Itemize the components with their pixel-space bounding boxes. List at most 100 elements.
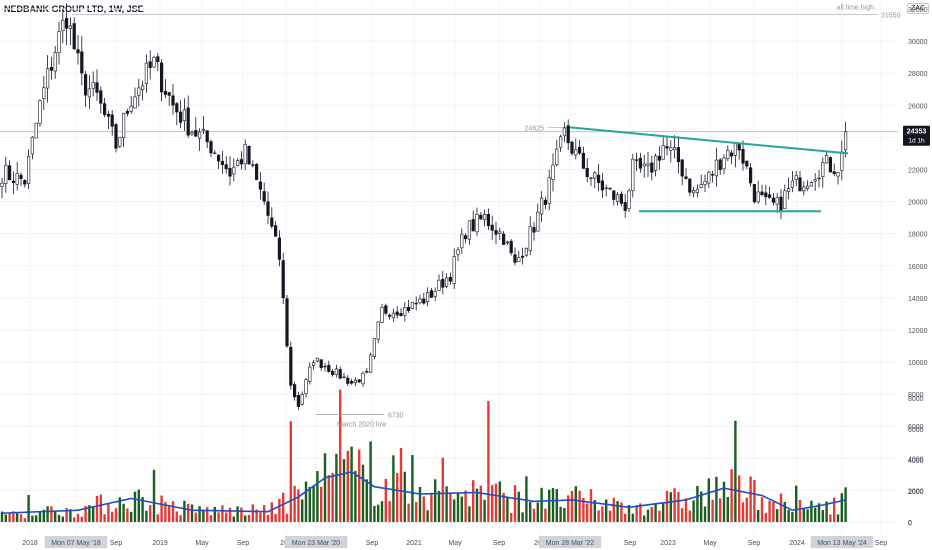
volume-bar xyxy=(624,513,627,522)
candle-body xyxy=(228,167,232,177)
candle-body xyxy=(372,338,377,357)
candle-body xyxy=(217,154,221,162)
candle-body xyxy=(30,136,35,155)
volume-bar xyxy=(156,514,159,522)
volume-bar xyxy=(217,512,220,522)
volume-bar xyxy=(692,500,695,522)
volume-bar xyxy=(798,500,802,522)
candle-body xyxy=(141,85,145,90)
candle-body xyxy=(258,181,263,190)
volume-bar xyxy=(795,485,798,522)
volume-bar xyxy=(844,487,847,522)
candle-body xyxy=(232,166,236,175)
volume-bar xyxy=(593,500,596,522)
volume-bar xyxy=(342,459,346,522)
candle-body xyxy=(669,147,673,151)
price-axis[interactable]: 0 2000 4000 6000 8000 10000 12000 14000 16000 180… xyxy=(903,7,930,528)
volume-bar xyxy=(168,505,171,522)
volume-bar xyxy=(456,492,460,522)
volume-bar xyxy=(179,515,182,522)
candle-body xyxy=(91,82,95,89)
candle-body xyxy=(444,277,449,287)
volume-bar xyxy=(323,453,327,522)
candle-body xyxy=(524,247,528,256)
candle-body xyxy=(201,128,206,131)
volume-bar xyxy=(95,495,99,522)
price-tick-label: 20000 xyxy=(908,200,928,207)
candle-body xyxy=(555,148,559,165)
volume-bar xyxy=(825,501,828,522)
candle-body xyxy=(414,302,418,305)
volume-bar xyxy=(681,508,684,522)
candle-body xyxy=(646,163,650,166)
candle-body xyxy=(399,312,403,317)
volume-bar xyxy=(0,511,4,522)
volume-moving-average xyxy=(1,471,846,514)
volume-bar xyxy=(719,498,722,522)
volume-bar xyxy=(164,501,167,522)
volume-bar xyxy=(513,485,517,522)
volume-bar xyxy=(57,514,61,522)
candle-body xyxy=(760,191,764,196)
volume-bar xyxy=(665,490,669,522)
candle-body xyxy=(194,130,198,137)
price-tick-label: 4000 xyxy=(908,456,924,463)
volume-bar xyxy=(779,493,783,522)
volume-bar xyxy=(673,488,676,522)
date-tag xyxy=(810,536,874,548)
volume-bar xyxy=(703,506,707,522)
volume-bar xyxy=(270,502,273,522)
candle-body xyxy=(657,155,661,161)
volume-bar xyxy=(202,509,205,522)
candle-body xyxy=(775,197,779,205)
volume-bar xyxy=(171,501,175,522)
volume-bar xyxy=(392,455,395,522)
volume-bar xyxy=(236,506,239,522)
volume-bar xyxy=(73,517,76,522)
candle-body xyxy=(334,368,339,375)
candle-body xyxy=(289,346,293,386)
candle-body xyxy=(566,125,570,144)
candle-body xyxy=(292,384,297,398)
volume-bar xyxy=(194,512,197,522)
price-tick-label: 8000 xyxy=(908,392,924,399)
volume-bar xyxy=(532,508,536,522)
volume-bar xyxy=(130,511,133,522)
volume-bar xyxy=(80,516,83,522)
volume-bar xyxy=(350,446,353,522)
volume-bar xyxy=(206,507,209,522)
volume-bar xyxy=(263,505,266,522)
candle-body xyxy=(619,193,623,204)
volume-bar xyxy=(475,488,479,522)
volume-bar xyxy=(114,508,118,522)
volume-bar xyxy=(776,509,779,522)
candle-body xyxy=(247,145,251,165)
price-tick-label: 12000 xyxy=(908,328,928,335)
volume-bar xyxy=(517,491,520,522)
volume-bar xyxy=(806,509,809,522)
candle-body xyxy=(623,202,627,211)
volume-bar xyxy=(369,441,372,522)
candle-body xyxy=(315,357,320,362)
candle-body xyxy=(425,292,430,303)
volume-bar xyxy=(145,510,148,522)
volume-bar xyxy=(483,499,486,522)
volume-bar xyxy=(544,508,547,522)
candle-body xyxy=(144,62,149,84)
candle-body xyxy=(213,152,217,155)
candle-body xyxy=(349,381,354,384)
volume-bar xyxy=(23,518,26,522)
volume-bar xyxy=(411,455,414,522)
volume-bar xyxy=(726,496,729,522)
volume-bar xyxy=(582,497,585,522)
candle-body xyxy=(76,49,80,54)
currency-button[interactable]: ZAC xyxy=(907,3,929,14)
time-tick-label: Sep xyxy=(748,540,761,547)
volume-bar xyxy=(491,485,494,522)
volume-bar xyxy=(312,486,315,522)
volume-bar xyxy=(396,472,399,522)
candle-body xyxy=(406,306,411,311)
